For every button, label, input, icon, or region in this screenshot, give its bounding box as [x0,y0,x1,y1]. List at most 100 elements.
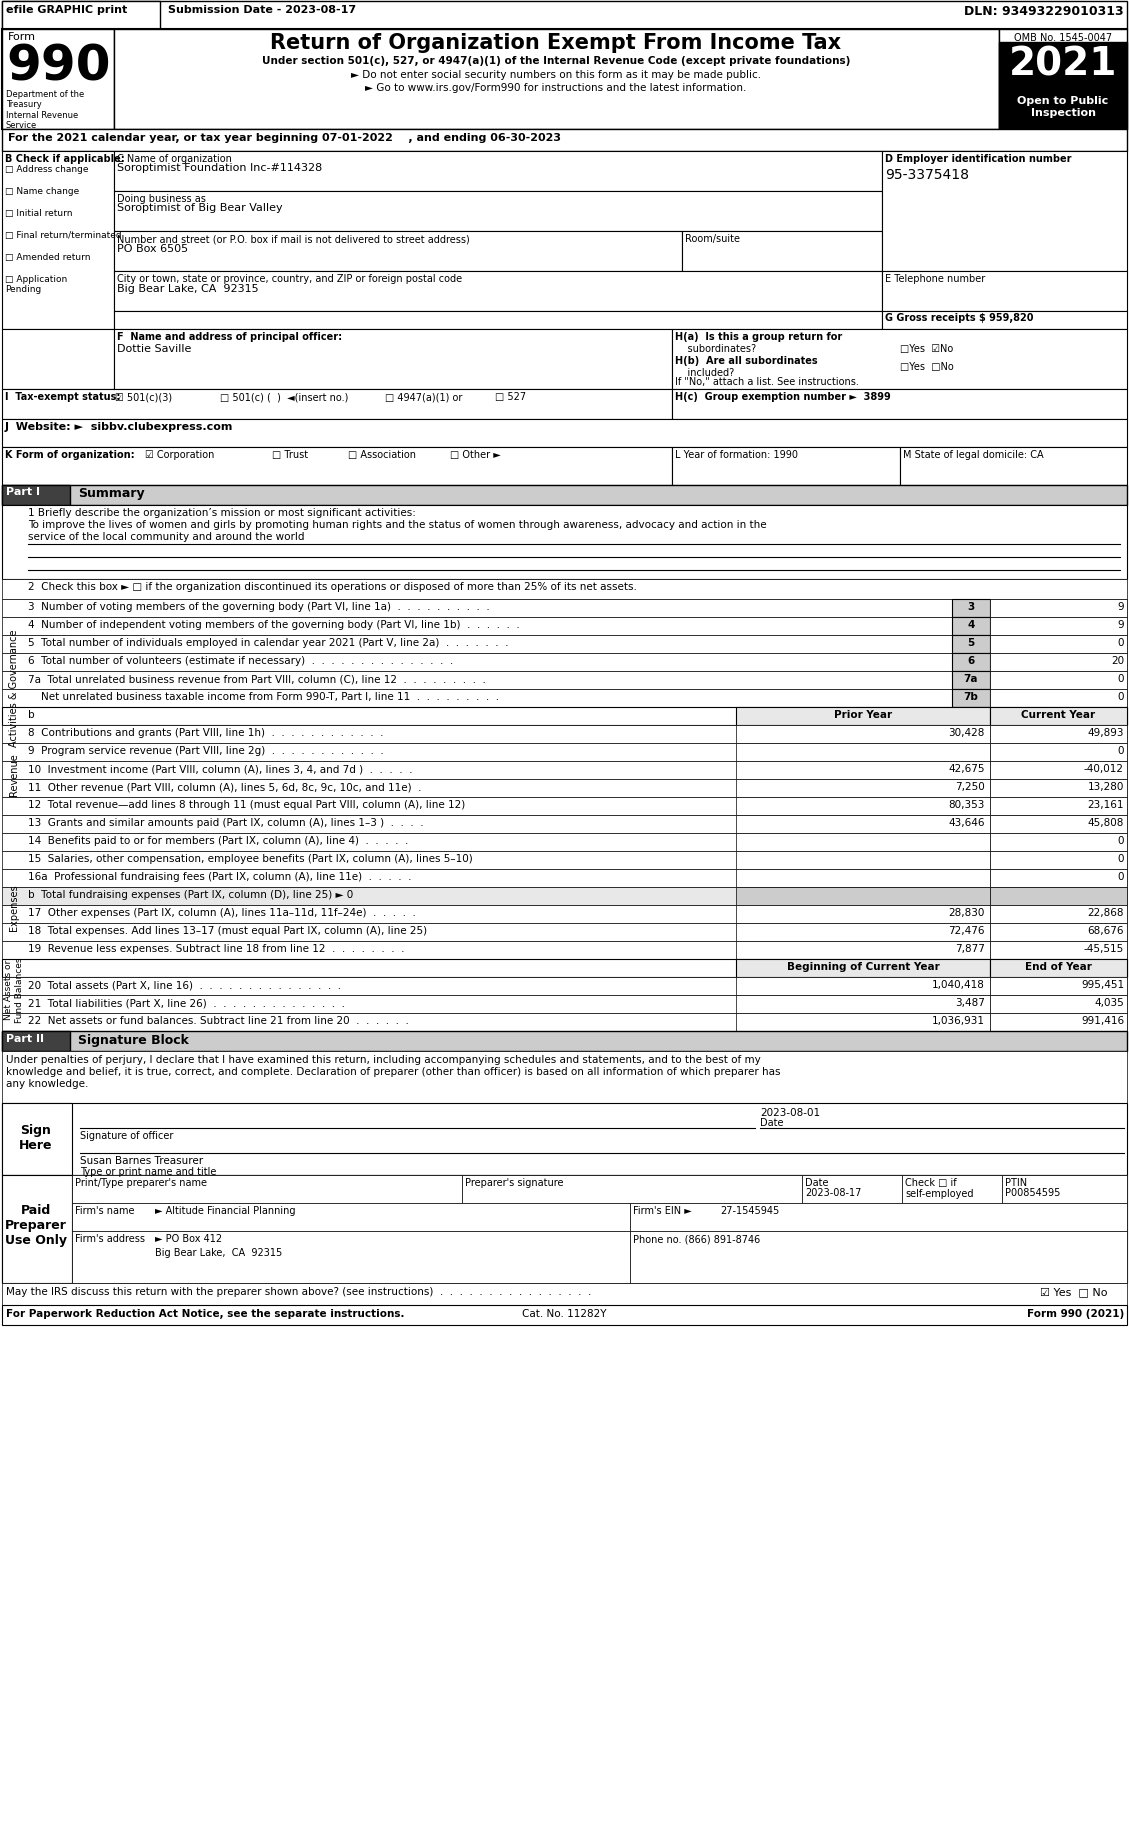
Text: ► Altitude Financial Planning: ► Altitude Financial Planning [155,1206,296,1215]
Text: 68,676: 68,676 [1087,926,1124,935]
Bar [2,485,70,505]
Bar [2,996,1127,1014]
Bar [672,390,1127,419]
Bar [672,448,900,485]
Bar [882,311,1127,329]
Bar [2,485,1127,505]
Text: Form: Form [8,31,36,42]
Bar [952,690,990,708]
Bar [114,329,672,390]
Bar [114,152,882,192]
Text: 10  Investment income (Part VIII, column (A), lines 3, 4, and 7d )  .  .  .  .  : 10 Investment income (Part VIII, column … [28,763,412,774]
Bar [990,924,1127,941]
Text: ☑ Yes  □ No: ☑ Yes □ No [1040,1286,1108,1296]
Text: D Employer identification number: D Employer identification number [885,154,1071,165]
Bar [990,851,1127,869]
Text: Type or print name and title: Type or print name and title [80,1166,217,1177]
Text: Sign
Here: Sign Here [19,1124,53,1151]
Bar [2,743,1127,761]
Text: 6: 6 [968,655,974,666]
Text: Big Bear Lake,  CA  92315: Big Bear Lake, CA 92315 [155,1248,282,1257]
Bar [736,833,990,851]
Bar [630,1232,1127,1283]
Text: 21  Total liabilities (Part X, line 26)  .  .  .  .  .  .  .  .  .  .  .  .  .  : 21 Total liabilities (Part X, line 26) .… [28,997,345,1008]
Bar [2,959,1127,977]
Bar [2,833,1127,851]
Text: Under section 501(c), 527, or 4947(a)(1) of the Internal Revenue Code (except pr: Under section 501(c), 527, or 4947(a)(1)… [262,57,850,66]
Bar [999,93,1127,130]
Bar [990,959,1127,977]
Text: 0: 0 [1118,836,1124,845]
Text: Expenses: Expenses [9,884,19,931]
Bar [990,727,1127,743]
Bar [2,1052,1127,1103]
Text: Soroptimist of Big Bear Valley: Soroptimist of Big Bear Valley [117,203,282,212]
Bar [990,690,1127,708]
Bar [114,29,999,130]
Bar [736,924,990,941]
Bar [72,1232,630,1283]
Bar [2,816,1127,833]
Text: 7,877: 7,877 [955,944,984,953]
Text: 9  Program service revenue (Part VIII, line 2g)  .  .  .  .  .  .  .  .  .  .  .: 9 Program service revenue (Part VIII, li… [28,745,384,756]
Text: 7a  Total unrelated business revenue from Part VIII, column (C), line 12  .  .  : 7a Total unrelated business revenue from… [28,673,485,684]
Text: ☑ Corporation: ☑ Corporation [145,450,215,459]
Text: Signature Block: Signature Block [78,1034,189,1047]
Bar [952,600,990,619]
Text: -40,012: -40,012 [1084,763,1124,774]
Text: 13  Grants and similar amounts paid (Part IX, column (A), lines 1–3 )  .  .  .  : 13 Grants and similar amounts paid (Part… [28,818,423,827]
Bar [990,780,1127,798]
Text: 12  Total revenue—add lines 8 through 11 (must equal Part VIII, column (A), line: 12 Total revenue—add lines 8 through 11 … [28,800,465,809]
Text: Form 990 (2021): Form 990 (2021) [1026,1308,1124,1318]
Text: 4: 4 [968,620,974,630]
Text: □ Association: □ Association [348,450,415,459]
Bar [2,690,1127,708]
Text: □ Name change: □ Name change [5,187,79,196]
Text: 1 Briefly describe the organization’s mission or most significant activities:: 1 Briefly describe the organization’s mi… [28,507,415,518]
Bar [2,619,1127,635]
Text: 0: 0 [1118,745,1124,756]
Text: 72,476: 72,476 [948,926,984,935]
Text: b  Total fundraising expenses (Part IX, column (D), line 25) ► 0: b Total fundraising expenses (Part IX, c… [28,889,353,900]
Text: 45,808: 45,808 [1087,818,1124,827]
Bar [902,1175,1003,1204]
Text: Activities & Governance: Activities & Governance [9,630,19,747]
Text: efile GRAPHIC print: efile GRAPHIC print [6,5,128,15]
Text: □ 501(c) (  )  ◄(insert no.): □ 501(c) ( ) ◄(insert no.) [220,392,349,403]
Bar [990,977,1127,996]
Bar [2,869,1127,888]
Bar [952,635,990,653]
Bar [2,761,1127,780]
Bar [990,798,1127,816]
Bar [736,869,990,888]
Text: 5  Total number of individuals employed in calendar year 2021 (Part V, line 2a) : 5 Total number of individuals employed i… [28,637,508,648]
Text: 5: 5 [968,637,974,648]
Text: 0: 0 [1118,692,1124,701]
Bar [990,888,1127,906]
Text: 27-1545945: 27-1545945 [720,1206,779,1215]
Text: 2023-08-01: 2023-08-01 [760,1107,820,1118]
Text: knowledge and belief, it is true, correct, and complete. Declaration of preparer: knowledge and belief, it is true, correc… [6,1067,780,1076]
Bar [802,1175,902,1204]
Bar [2,1305,1127,1325]
Text: 20: 20 [1111,655,1124,666]
Text: Paid
Preparer
Use Only: Paid Preparer Use Only [5,1204,67,1246]
Text: Big Bear Lake, CA  92315: Big Bear Lake, CA 92315 [117,284,259,295]
Text: ► PO Box 412: ► PO Box 412 [155,1233,222,1243]
Text: Signature of officer: Signature of officer [80,1131,174,1140]
Text: Net Assets or
Fund Balances: Net Assets or Fund Balances [5,957,24,1023]
Text: Soroptimist Foundation Inc-#114328: Soroptimist Foundation Inc-#114328 [117,163,322,172]
Text: 7b: 7b [963,692,979,701]
Text: 1,040,418: 1,040,418 [933,979,984,990]
Bar [72,1204,630,1232]
Text: To improve the lives of women and girls by promoting human rights and the status: To improve the lives of women and girls … [28,520,767,529]
Text: 7a: 7a [964,673,978,684]
Text: service of the local community and around the world: service of the local community and aroun… [28,533,305,542]
Text: If "No," attach a list. See instructions.: If "No," attach a list. See instructions… [675,377,859,386]
Text: □ Amended return: □ Amended return [5,253,90,262]
Text: Dottie Saville: Dottie Saville [117,344,192,353]
Bar [736,959,990,977]
Bar [990,672,1127,690]
Bar [2,390,672,419]
Text: PTIN: PTIN [1005,1177,1027,1188]
